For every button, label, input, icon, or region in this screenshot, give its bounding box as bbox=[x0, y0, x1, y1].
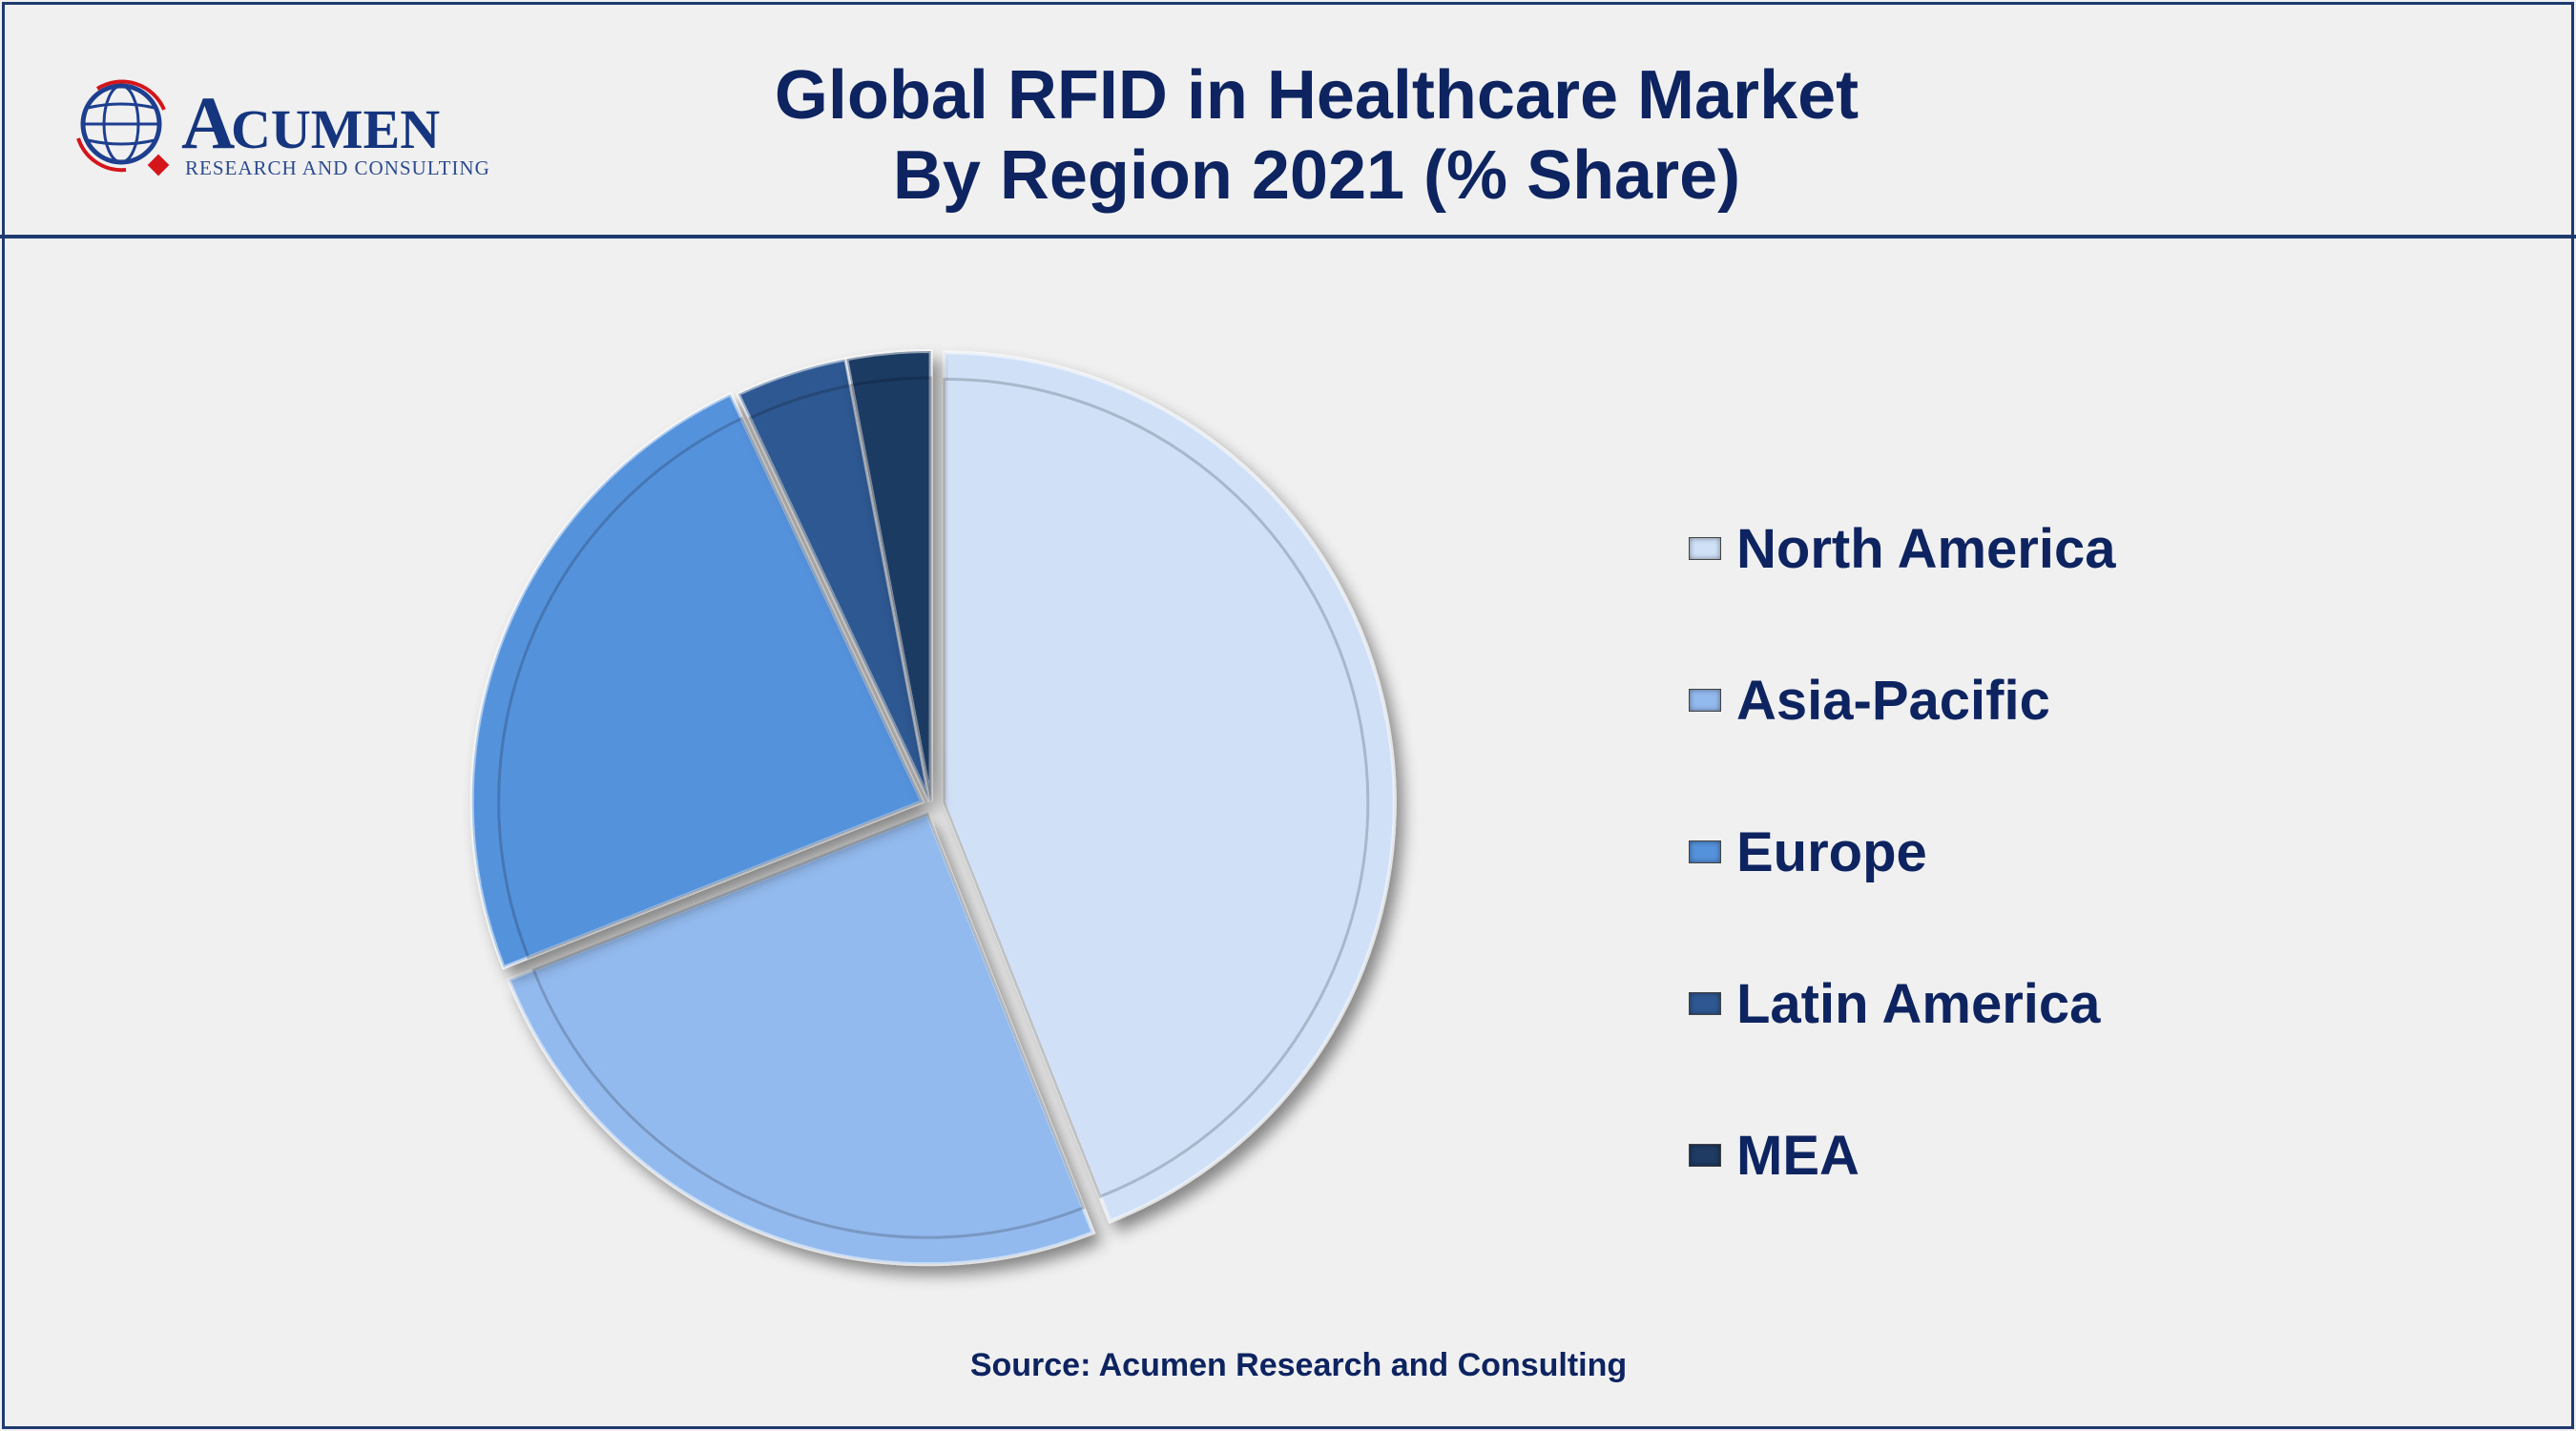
acumen-logo: A CUMEN RESEARCH AND CONSULTING bbox=[76, 79, 490, 179]
legend-label: North America bbox=[1736, 517, 2116, 580]
svg-text:CUMEN: CUMEN bbox=[231, 98, 440, 160]
legend-item: Latin America bbox=[1689, 970, 2100, 1037]
pie-slice-europe bbox=[469, 391, 925, 970]
legend-item: Europe bbox=[1689, 819, 1927, 885]
pie-slice-mea bbox=[843, 349, 933, 802]
legend-label: Asia-Pacific bbox=[1736, 669, 2050, 732]
legend-item: North America bbox=[1689, 515, 2116, 582]
legend-item: MEA bbox=[1689, 1122, 1859, 1189]
header-divider bbox=[0, 235, 2576, 238]
pie-slice-bevel bbox=[943, 377, 1370, 1199]
pie-slice-bevel bbox=[497, 416, 924, 960]
title-line-2: By Region 2021 (% Share) bbox=[892, 137, 1741, 214]
pie-slice-asia-pacific bbox=[506, 811, 1096, 1267]
legend-swatch bbox=[1689, 992, 1721, 1015]
pie-slice-bevel bbox=[531, 812, 1086, 1239]
svg-text:RESEARCH AND CONSULTING: RESEARCH AND CONSULTING bbox=[185, 156, 490, 179]
source-note: Source: Acumen Research and Consulting bbox=[969, 1347, 1628, 1383]
title-line-1: Global RFID in Healthcare Market bbox=[774, 57, 1859, 134]
pie-slice-bevel bbox=[849, 376, 933, 802]
legend-swatch bbox=[1689, 537, 1721, 560]
pie-slice-north-america bbox=[942, 350, 1397, 1224]
legend-swatch bbox=[1689, 689, 1721, 712]
legend-swatch bbox=[1689, 1144, 1721, 1167]
svg-text:A: A bbox=[181, 81, 235, 164]
chart-title: Global RFID in Healthcare Market By Regi… bbox=[0, 55, 2576, 216]
legend-swatch bbox=[1689, 840, 1721, 863]
legend-item: Asia-Pacific bbox=[1689, 667, 2050, 734]
legend-label: Europe bbox=[1736, 820, 1927, 883]
legend-label: MEA bbox=[1736, 1124, 1859, 1187]
legend-label: Latin America bbox=[1736, 972, 2101, 1035]
